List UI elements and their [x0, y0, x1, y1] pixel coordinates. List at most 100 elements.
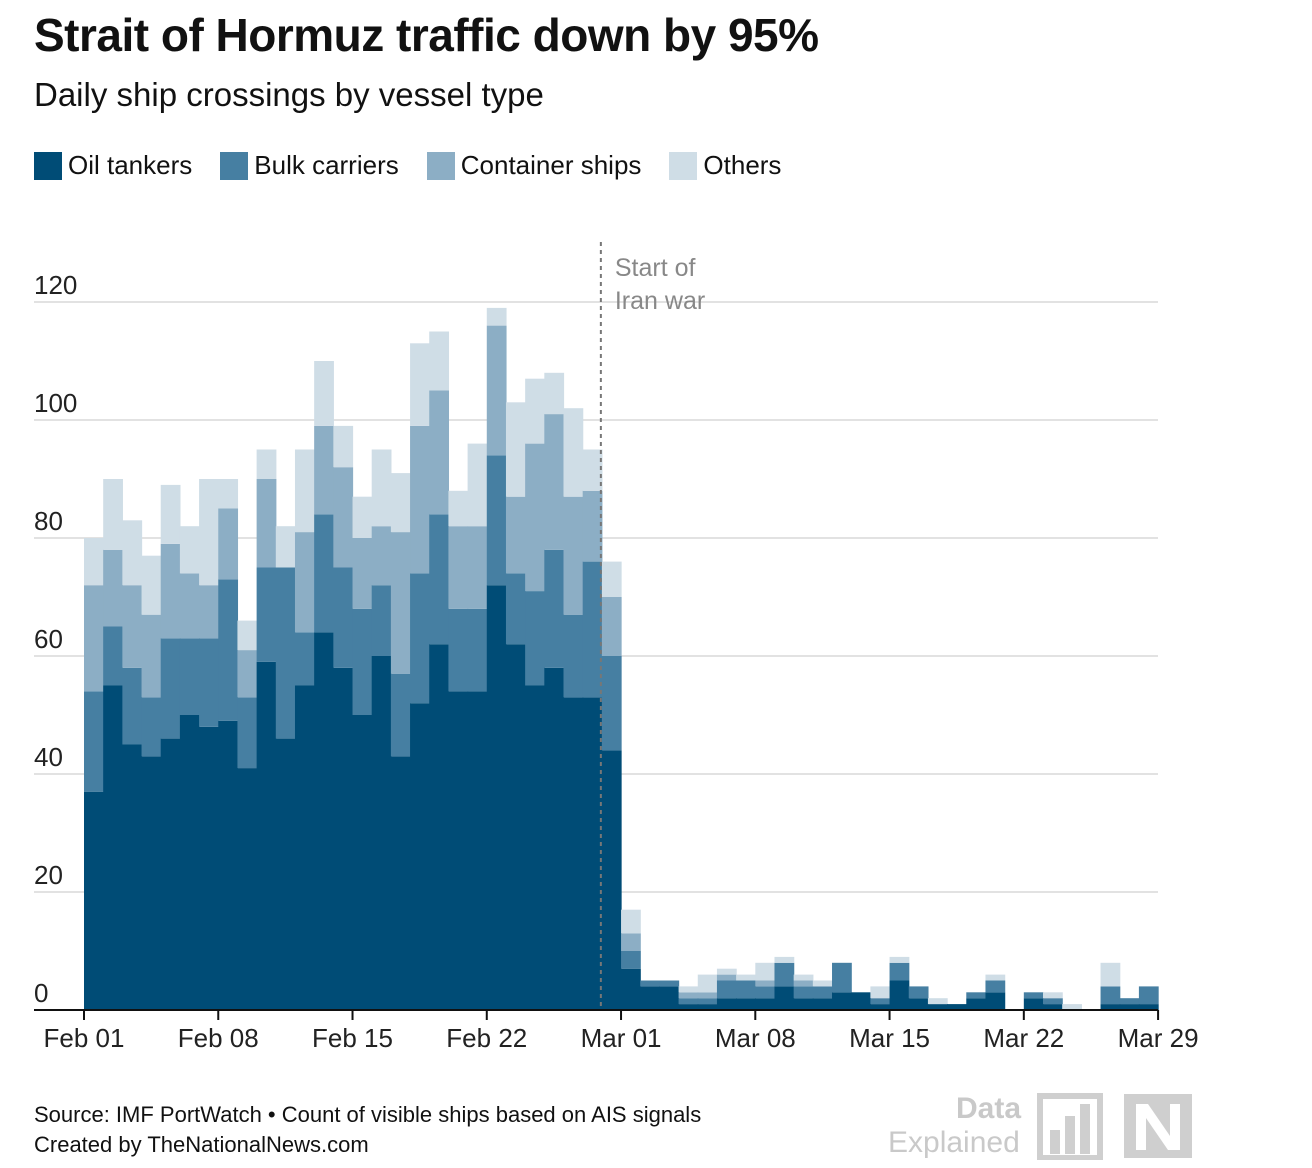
- bar-segment-oil-tankers: [294, 685, 315, 1010]
- bar-segment-oil-tankers: [1138, 1004, 1159, 1010]
- bar-segment-oil-tankers: [621, 968, 641, 1010]
- bar-segment-bulk-carriers: [755, 986, 776, 999]
- bar-segment-others: [179, 526, 200, 574]
- bar-segment-oil-tankers: [218, 720, 239, 1010]
- bar-segment-oil-tankers: [333, 667, 354, 1010]
- legend-label-oil-tankers: Oil tankers: [68, 150, 193, 180]
- bar-segment-others: [314, 361, 334, 426]
- bar-segment-oil-tankers: [563, 697, 584, 1010]
- bar-segment-others: [525, 378, 545, 444]
- bar-segment-bulk-carriers: [256, 567, 277, 662]
- chart-title: Strait of Hormuz traffic down by 95%: [34, 9, 819, 61]
- bar-segment-oil-tankers: [160, 738, 181, 1010]
- x-tick-label: Mar 29: [1118, 1023, 1199, 1053]
- bar-segment-bulk-carriers: [141, 697, 162, 757]
- legend-swatch-oil-tankers: [34, 151, 62, 180]
- bar-segment-container-ships: [410, 425, 430, 574]
- bar-segment-container-ships: [563, 496, 584, 615]
- bar-segment-others: [199, 479, 219, 586]
- bar-segment-others: [275, 526, 296, 568]
- bar-segment-bulk-carriers: [275, 567, 296, 739]
- bar-segment-others: [736, 974, 756, 981]
- bar-segment-oil-tankers: [582, 697, 603, 1010]
- bar-segment-container-ships: [103, 549, 123, 627]
- legend-swatch-others: [669, 151, 698, 180]
- bar-segment-oil-tankers: [1100, 1004, 1121, 1010]
- bar-segment-oil-tankers: [601, 750, 622, 1010]
- bar-segment-others: [505, 402, 526, 497]
- bar-segment-oil-tankers: [1119, 1004, 1140, 1010]
- bar-segment-oil-tankers: [659, 986, 680, 1010]
- bar-segment-others: [352, 496, 373, 538]
- bar-segment-oil-tankers: [908, 998, 929, 1010]
- bar-segment-others: [889, 956, 910, 963]
- bar-segment-oil-tankers: [84, 791, 104, 1010]
- bar-segment-others: [870, 986, 891, 999]
- bar-segment-bulk-carriers: [333, 567, 354, 668]
- y-tick-label: 80: [34, 506, 63, 536]
- bar-segment-bulk-carriers: [678, 998, 699, 1005]
- bar-segment-bulk-carriers: [237, 697, 258, 769]
- bar-segment-bulk-carriers: [103, 626, 123, 686]
- bar-segment-others: [544, 372, 565, 415]
- credit-note: Created by TheNationalNews.com: [34, 1132, 369, 1157]
- bar-segment-oil-tankers: [870, 1004, 891, 1010]
- bar-segment-bulk-carriers: [774, 962, 795, 987]
- bar-segment-oil-tankers: [793, 998, 814, 1010]
- bar-segment-oil-tankers: [429, 644, 450, 1010]
- x-tick-label: Feb 15: [312, 1023, 393, 1053]
- bar-segment-bulk-carriers: [1043, 998, 1063, 1005]
- bar-segment-others: [582, 449, 603, 491]
- logo-text-data: Data: [956, 1092, 1022, 1125]
- bar-segment-bulk-carriers: [218, 579, 239, 721]
- bar-segment-oil-tankers: [371, 656, 392, 1010]
- legend: Oil tankers Bulk carriers Container ship…: [34, 150, 809, 181]
- bar-segment-container-ships: [122, 585, 143, 668]
- stacked-bar-chart: 0 20 40 60 80 100 120 Feb 01 Feb 08 Feb 15 Feb 22 M…: [34, 242, 1199, 1053]
- footer: Source: IMF PortWatch • Count of visible…: [34, 1100, 701, 1160]
- bar-segment-oil-tankers: [256, 661, 277, 1010]
- bar-segment-oil-tankers: [352, 715, 373, 1010]
- bar-segment-others: [716, 968, 737, 975]
- bar-segment-others: [429, 331, 450, 391]
- bar-segment-others: [1043, 992, 1063, 999]
- x-tick-label: Mar 01: [581, 1023, 662, 1053]
- bar-segment-oil-tankers: [774, 986, 795, 1010]
- bar-segment-oil-tankers: [985, 992, 1006, 1010]
- bar-segment-others: [103, 479, 123, 550]
- legend-item-others: Others: [669, 150, 781, 181]
- bar-segment-oil-tankers: [410, 703, 430, 1010]
- y-tick-label: 60: [34, 624, 63, 654]
- logo-text-explained: Explained: [888, 1126, 1020, 1159]
- bar-segment-bulk-carriers: [314, 514, 334, 633]
- bar-segment-bulk-carriers: [812, 986, 833, 999]
- bar-segment-bulk-carriers: [467, 608, 488, 692]
- bar-segment-others: [774, 956, 795, 963]
- bar-segment-oil-tankers: [525, 685, 545, 1010]
- bar-segment-others: [697, 974, 718, 993]
- bar-segment-bulk-carriers: [601, 656, 622, 751]
- bar-segment-bulk-carriers: [352, 608, 373, 715]
- legend-label-bulk-carriers: Bulk carriers: [254, 150, 399, 180]
- bar-segment-oil-tankers: [237, 768, 258, 1010]
- bar-segment-bulk-carriers: [390, 673, 411, 757]
- bar-segment-oil-tankers: [505, 644, 526, 1010]
- bar-segment-others: [333, 425, 354, 468]
- bar-segment-bulk-carriers: [486, 455, 507, 586]
- bar-segment-others: [122, 520, 143, 586]
- bar-segment-container-ships: [218, 508, 239, 580]
- legend-item-bulk-carriers: Bulk carriers: [220, 150, 399, 181]
- bar-segment-bulk-carriers: [525, 591, 545, 686]
- bar-segment-others: [371, 449, 392, 527]
- y-tick-label: 20: [34, 860, 63, 890]
- bar-segment-container-ships: [199, 585, 219, 639]
- y-tick-label: 0: [34, 978, 48, 1008]
- bar-segment-oil-tankers: [832, 992, 852, 1010]
- bar-segment-bulk-carriers: [716, 980, 737, 999]
- bar-segment-bulk-carriers: [199, 638, 219, 727]
- bar-segment-others: [294, 449, 315, 533]
- bar-segment-container-ships: [314, 425, 334, 515]
- bar-segment-others: [160, 484, 181, 544]
- legend-label-container-ships: Container ships: [460, 150, 642, 180]
- bar-segment-container-ships: [582, 490, 603, 562]
